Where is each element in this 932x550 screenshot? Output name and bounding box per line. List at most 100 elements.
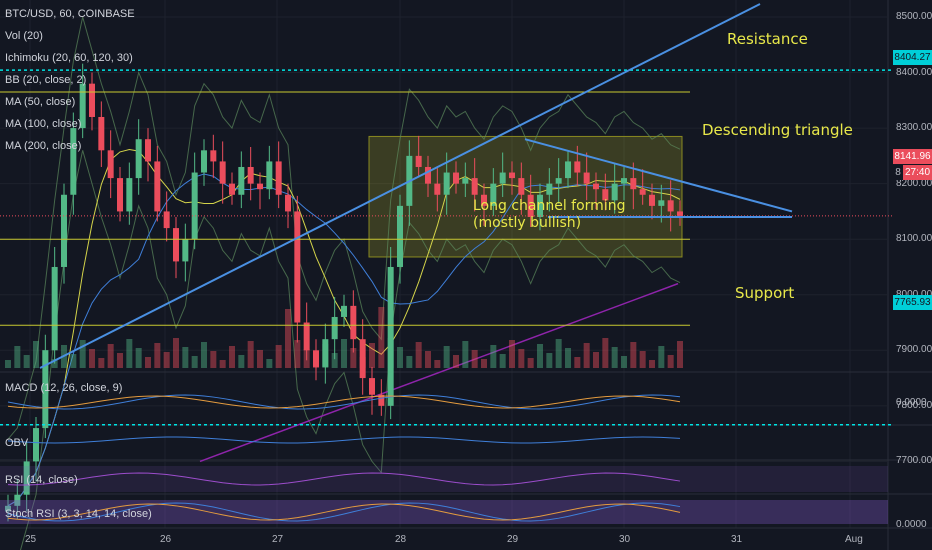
volume-bar bbox=[70, 354, 77, 368]
y-tick-label: 8100.00 bbox=[896, 233, 932, 245]
obv-line bbox=[7, 436, 681, 444]
candle-body bbox=[51, 266, 58, 351]
volume-bar bbox=[341, 339, 347, 368]
pane-label-macd[interactable]: MACD (12, 26, close, 9) bbox=[5, 382, 123, 394]
volume-bar bbox=[229, 346, 235, 368]
volume-bar bbox=[89, 349, 95, 368]
candle-body bbox=[425, 166, 431, 184]
indicator-ma50[interactable]: MA (50, close) bbox=[5, 96, 76, 108]
volume-bar bbox=[163, 352, 170, 368]
candle-body bbox=[378, 394, 385, 406]
volume-bar bbox=[369, 343, 375, 368]
indicator-ma100[interactable]: MA (100, close) bbox=[5, 118, 82, 130]
price-tag-support: 7765.93 bbox=[893, 295, 932, 310]
candle-body bbox=[79, 83, 86, 129]
volume-bar bbox=[658, 346, 665, 368]
price-tag-resistance: 8404.27 bbox=[893, 50, 932, 65]
annotation-descending-triangle: Descending triangle bbox=[702, 121, 853, 139]
candle-body bbox=[285, 194, 291, 212]
y-tick-label: 8300.00 bbox=[896, 122, 932, 134]
volume-bar bbox=[107, 344, 114, 368]
volume-bar bbox=[350, 348, 357, 368]
volume-bar bbox=[630, 342, 637, 368]
stoch-d-line bbox=[7, 503, 681, 521]
volume-bar bbox=[201, 342, 207, 368]
candle-body bbox=[677, 211, 683, 216]
volume-bar bbox=[574, 357, 581, 368]
descending-triangle-upper bbox=[524, 138, 793, 213]
chart-title: BTC/USD, 60, COINBASE bbox=[5, 8, 135, 20]
candle-body bbox=[415, 155, 422, 167]
macd-signal-line bbox=[7, 395, 681, 409]
indicator-bb[interactable]: BB (20, close, 2) bbox=[5, 74, 87, 86]
indicator-ichimoku[interactable]: Ichimoku (20, 60, 120, 30) bbox=[5, 52, 133, 64]
candle-body bbox=[471, 178, 478, 195]
candle-body bbox=[145, 139, 151, 162]
candle-body bbox=[173, 228, 179, 262]
volume-bar bbox=[182, 347, 189, 368]
volume-bar bbox=[173, 338, 179, 368]
volume-bar bbox=[462, 341, 469, 368]
candle-body bbox=[98, 116, 105, 151]
volume-bar bbox=[639, 351, 646, 368]
candle-body bbox=[667, 200, 674, 212]
candle-body bbox=[322, 339, 329, 367]
candle-body bbox=[583, 172, 590, 184]
price-tag-partial: 8 bbox=[893, 165, 903, 180]
volume-bar bbox=[238, 355, 245, 368]
candle-body bbox=[42, 350, 49, 429]
x-tick-label: 31 bbox=[731, 534, 743, 545]
volume-bar bbox=[294, 340, 301, 368]
x-tick-label: 26 bbox=[160, 534, 172, 545]
candle-body bbox=[341, 305, 347, 317]
volume-bar bbox=[434, 360, 441, 368]
rsi-band bbox=[0, 466, 888, 492]
volume-bar bbox=[210, 351, 217, 368]
rsi-line bbox=[7, 472, 681, 486]
volume-bar bbox=[191, 356, 198, 368]
candle-body bbox=[565, 161, 571, 179]
pane-separators bbox=[0, 371, 932, 529]
candle-body bbox=[107, 150, 114, 179]
candle-body bbox=[266, 161, 273, 190]
indicator-ma200[interactable]: MA (200, close) bbox=[5, 140, 82, 152]
volume-bar bbox=[5, 360, 11, 368]
volume-bar bbox=[33, 341, 39, 368]
pane-label-stoch[interactable]: Stoch RSI (3, 3, 14, 14, close) bbox=[5, 508, 152, 520]
candle-body bbox=[574, 161, 581, 173]
volume-bar bbox=[490, 345, 497, 368]
candle-body bbox=[443, 172, 450, 195]
macd-line bbox=[7, 394, 681, 410]
volume-bar bbox=[23, 355, 30, 368]
y-tick-label: 8200.00 bbox=[896, 177, 932, 189]
candle-body bbox=[14, 494, 21, 506]
candle-body bbox=[621, 178, 627, 184]
volume-bar bbox=[555, 339, 562, 368]
candle-body bbox=[154, 161, 161, 212]
pane-label-rsi[interactable]: RSI (14, close) bbox=[5, 474, 78, 486]
volume-bar bbox=[126, 339, 133, 368]
indicator-vol[interactable]: Vol (20) bbox=[5, 30, 43, 42]
volume-bar bbox=[649, 360, 655, 368]
candle-body bbox=[527, 194, 534, 217]
candle-body bbox=[481, 194, 487, 206]
candle-body bbox=[182, 239, 189, 262]
volume-bar bbox=[285, 309, 291, 368]
volume-bar bbox=[79, 340, 86, 368]
macd-zero-label: 0.0000 bbox=[896, 397, 927, 408]
x-tick-label: 29 bbox=[507, 534, 519, 545]
bb-lower bbox=[20, 150, 681, 550]
volume-bar bbox=[145, 357, 151, 368]
pane-label-obv[interactable]: OBV bbox=[5, 437, 29, 449]
candle-body bbox=[303, 322, 310, 351]
candle-body bbox=[602, 189, 609, 201]
volume-bar bbox=[499, 354, 506, 368]
horizontal-levels bbox=[0, 69, 892, 426]
y-tick-label: 8400.00 bbox=[896, 66, 932, 78]
candle-body bbox=[126, 178, 133, 212]
volume-bar bbox=[527, 358, 534, 368]
volume-bar bbox=[677, 341, 683, 368]
candle-body bbox=[238, 166, 245, 195]
candle-body bbox=[499, 172, 506, 184]
